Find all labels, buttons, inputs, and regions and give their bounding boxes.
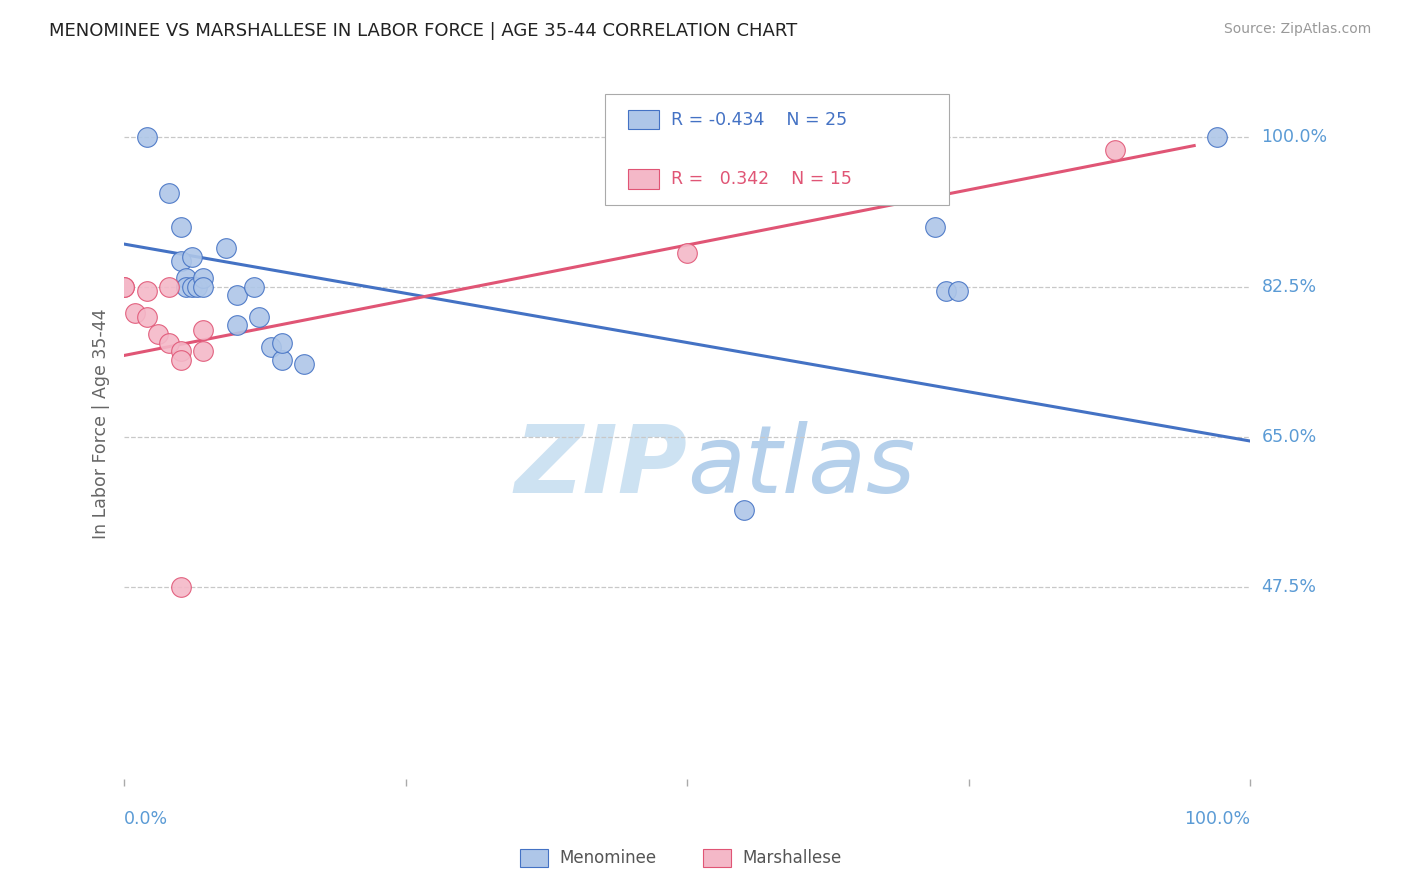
Point	[247, 310, 270, 324]
Point	[191, 344, 214, 359]
Point	[146, 326, 169, 341]
Point	[225, 288, 247, 302]
Point	[259, 340, 281, 354]
Text: Menominee: Menominee	[560, 849, 657, 867]
Point	[270, 335, 292, 350]
Point	[225, 318, 247, 333]
Text: 100.0%: 100.0%	[1184, 810, 1250, 828]
Point	[191, 271, 214, 285]
Point	[157, 335, 180, 350]
Point	[169, 219, 191, 234]
Point	[924, 219, 946, 234]
Point	[946, 284, 969, 298]
Point	[186, 280, 208, 294]
Point	[174, 271, 197, 285]
Point	[180, 250, 202, 264]
Point	[135, 310, 157, 324]
Text: 82.5%: 82.5%	[1261, 278, 1317, 296]
Point	[135, 130, 157, 145]
Text: 47.5%: 47.5%	[1261, 578, 1316, 596]
Point	[191, 280, 214, 294]
Point	[169, 344, 191, 359]
Point	[214, 241, 236, 255]
Point	[174, 280, 197, 294]
Point	[294, 357, 316, 371]
Text: 100.0%: 100.0%	[1261, 128, 1327, 146]
Point	[270, 352, 292, 367]
Point	[112, 280, 135, 294]
Point	[169, 254, 191, 268]
Text: MENOMINEE VS MARSHALLESE IN LABOR FORCE | AGE 35-44 CORRELATION CHART: MENOMINEE VS MARSHALLESE IN LABOR FORCE …	[49, 22, 797, 40]
Text: ZIP: ZIP	[515, 421, 688, 513]
Point	[733, 502, 755, 516]
Point	[157, 280, 180, 294]
Text: Marshallese: Marshallese	[742, 849, 842, 867]
Text: R = -0.434    N = 25: R = -0.434 N = 25	[671, 111, 846, 128]
Point	[124, 305, 146, 319]
Point	[157, 186, 180, 200]
Text: Source: ZipAtlas.com: Source: ZipAtlas.com	[1223, 22, 1371, 37]
Text: 0.0%: 0.0%	[124, 810, 169, 828]
Point	[1205, 130, 1227, 145]
Point	[191, 323, 214, 337]
Point	[180, 280, 202, 294]
Point	[676, 245, 699, 260]
Point	[135, 284, 157, 298]
Point	[169, 580, 191, 594]
Point	[112, 280, 135, 294]
Point	[169, 352, 191, 367]
Point	[935, 284, 957, 298]
Text: R =   0.342    N = 15: R = 0.342 N = 15	[671, 170, 852, 188]
Point	[242, 280, 264, 294]
Text: atlas: atlas	[688, 421, 915, 512]
Y-axis label: In Labor Force | Age 35-44: In Labor Force | Age 35-44	[93, 309, 110, 539]
Text: 65.0%: 65.0%	[1261, 428, 1317, 446]
Point	[1104, 143, 1126, 157]
